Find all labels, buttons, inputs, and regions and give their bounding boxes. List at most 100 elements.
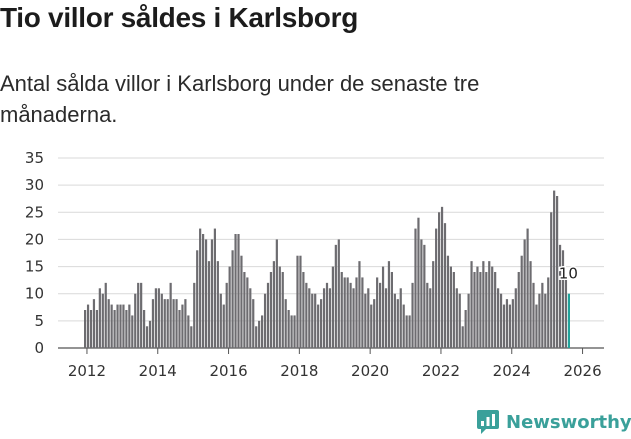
bar [199, 228, 202, 348]
bar [317, 304, 320, 348]
bar [225, 282, 228, 348]
bar [482, 261, 485, 348]
bar [101, 293, 104, 348]
x-tick-label: 2016 [209, 362, 247, 380]
bar [358, 261, 361, 348]
bar [446, 255, 450, 348]
bar [89, 310, 93, 348]
bar [269, 272, 273, 348]
bar [438, 212, 441, 348]
bar [461, 326, 464, 348]
bar [470, 261, 473, 348]
bar [550, 212, 553, 348]
bar [290, 315, 293, 348]
bar [311, 293, 314, 348]
x-tick-label: 2024 [493, 362, 531, 380]
bar [349, 282, 352, 348]
bar [417, 217, 420, 348]
bar [370, 304, 373, 348]
bar [435, 228, 438, 348]
bar [98, 288, 101, 348]
bar [429, 288, 432, 348]
bar [532, 282, 535, 348]
bar [346, 277, 349, 348]
bar [157, 288, 160, 348]
bar [160, 293, 163, 348]
bar [107, 299, 110, 348]
bar [95, 310, 98, 348]
y-tick-label: 35 [25, 149, 44, 167]
bar [322, 288, 326, 348]
y-axis: 0 5 10 15 20 25 30 35 [25, 149, 44, 357]
bar [476, 266, 479, 348]
bar [556, 196, 559, 348]
x-axis: 2012 2014 2016 2018 2020 2022 2024 2026 [68, 348, 602, 380]
bar [553, 190, 556, 348]
bar [240, 255, 243, 348]
bar [181, 304, 184, 348]
bar [464, 310, 467, 348]
bar [408, 315, 411, 348]
bar [128, 304, 131, 348]
bar [405, 315, 408, 348]
bar [243, 272, 246, 348]
bar [219, 293, 222, 348]
bar [281, 272, 284, 348]
bar [488, 261, 491, 348]
bar [547, 277, 550, 348]
bar [505, 299, 509, 348]
bar [193, 282, 196, 348]
x-tick-label: 2022 [422, 362, 460, 380]
bar [207, 261, 211, 348]
bar [538, 293, 541, 348]
y-tick-label: 5 [34, 312, 44, 330]
bar [508, 304, 511, 348]
bar [184, 299, 187, 348]
bar [384, 288, 388, 348]
bar [234, 234, 237, 348]
bar [479, 272, 482, 348]
bar [494, 272, 497, 348]
bar [255, 326, 258, 348]
bar [104, 282, 107, 348]
x-tick-label: 2012 [68, 362, 106, 380]
bar [134, 293, 137, 348]
bar [564, 277, 568, 348]
bar [119, 304, 122, 348]
bar [523, 239, 526, 348]
bar [187, 315, 190, 348]
bar [399, 288, 402, 348]
bar [275, 239, 278, 348]
x-tick-label: 2018 [280, 362, 318, 380]
bar [340, 272, 343, 348]
bar [411, 282, 414, 348]
bar [320, 299, 323, 348]
bar [393, 293, 396, 348]
x-tick-label: 2020 [351, 362, 389, 380]
bar [402, 304, 405, 348]
x-tick-label: 2026 [563, 362, 601, 380]
bar [86, 304, 90, 348]
bar [305, 282, 308, 348]
bar [302, 272, 305, 348]
bar [343, 277, 346, 348]
bar [352, 288, 355, 348]
bar [266, 282, 270, 348]
bar [210, 239, 214, 348]
last-value-label: 10 [559, 265, 578, 283]
bar [449, 266, 452, 348]
bar [514, 288, 517, 348]
bar [561, 250, 565, 348]
bar [196, 250, 199, 348]
bar [396, 299, 399, 348]
bar [373, 299, 376, 348]
bar [473, 272, 476, 348]
bar [414, 228, 417, 348]
bar [122, 304, 125, 348]
bar [258, 320, 261, 348]
bar [272, 261, 275, 348]
bar [263, 293, 267, 348]
bar [190, 326, 193, 348]
bar [249, 288, 252, 348]
chart-title: Tio villor såldes i Karlsborg [0, 2, 359, 33]
